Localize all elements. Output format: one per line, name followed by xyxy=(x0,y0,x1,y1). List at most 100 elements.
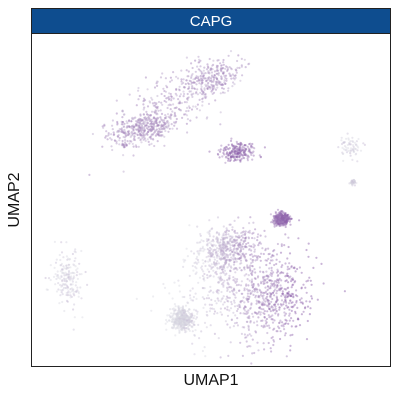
cell-point xyxy=(274,221,277,225)
cell-point xyxy=(172,97,175,100)
cell-point xyxy=(187,96,190,99)
cell-point xyxy=(139,114,142,117)
cell-point xyxy=(207,102,211,105)
cell-point xyxy=(205,95,208,98)
cell-point xyxy=(185,320,188,323)
cell-point xyxy=(267,303,270,306)
cell-point xyxy=(228,147,231,150)
cell-point xyxy=(130,131,133,134)
cell-point xyxy=(231,73,234,76)
cell-point xyxy=(251,146,254,149)
cell-point xyxy=(254,287,257,290)
cell-point xyxy=(72,275,75,278)
cell-point xyxy=(279,219,282,222)
cell-point xyxy=(197,77,200,80)
cell-point xyxy=(283,244,286,247)
cell-point xyxy=(188,321,191,324)
cell-point xyxy=(228,151,232,154)
cell-point xyxy=(289,344,292,347)
cell-point xyxy=(290,292,294,295)
cell-point xyxy=(111,119,114,122)
cell-point xyxy=(219,150,222,153)
cell-point xyxy=(74,251,77,254)
cell-point xyxy=(216,152,219,156)
cell-point xyxy=(268,307,271,310)
cell-point xyxy=(172,103,175,106)
cell-point xyxy=(181,306,184,309)
cell-point xyxy=(183,313,186,316)
cell-point xyxy=(213,70,216,73)
cell-point xyxy=(269,347,272,350)
cell-point xyxy=(241,253,244,256)
cell-point xyxy=(225,146,228,149)
cell-point xyxy=(212,275,215,278)
cell-point xyxy=(211,227,214,230)
cell-point xyxy=(277,212,280,215)
cell-point xyxy=(65,255,68,258)
cell-point xyxy=(224,74,228,77)
cell-point xyxy=(152,104,155,107)
cluster-left-bottom-small xyxy=(44,240,89,331)
cell-point xyxy=(223,255,227,258)
cell-point xyxy=(278,214,281,217)
cell-point xyxy=(233,260,236,264)
cell-point xyxy=(203,276,206,279)
cell-point xyxy=(290,305,293,308)
cell-point xyxy=(188,319,191,322)
cell-point xyxy=(230,300,233,304)
cell-point xyxy=(191,95,194,98)
cell-point xyxy=(264,322,268,325)
cell-point xyxy=(80,297,83,300)
cell-point xyxy=(220,257,223,260)
cell-point xyxy=(229,240,232,243)
cell-point xyxy=(138,126,141,129)
cell-point xyxy=(253,277,256,280)
cell-point xyxy=(219,123,222,126)
cell-point xyxy=(245,312,248,315)
cell-point xyxy=(102,126,105,129)
cell-point xyxy=(289,218,292,221)
cell-point xyxy=(275,271,279,274)
cell-point xyxy=(225,272,228,275)
cell-point xyxy=(352,181,355,184)
cell-point xyxy=(248,315,251,318)
cell-point xyxy=(247,289,250,292)
cell-point xyxy=(286,257,289,260)
cell-point xyxy=(172,321,175,324)
cell-point xyxy=(257,294,260,297)
cell-point xyxy=(210,266,213,269)
cell-point xyxy=(230,143,234,147)
cell-point xyxy=(216,238,219,242)
cell-point xyxy=(176,311,179,314)
cell-point xyxy=(247,324,250,327)
cell-point xyxy=(157,132,160,135)
cell-point xyxy=(281,219,284,222)
cell-point xyxy=(67,269,71,273)
cell-point xyxy=(212,78,215,81)
cell-point xyxy=(236,244,239,247)
cell-point xyxy=(147,116,150,119)
cell-point xyxy=(182,95,185,98)
cell-point xyxy=(212,91,216,94)
cell-point xyxy=(281,214,284,217)
cell-point xyxy=(67,293,70,297)
cell-point xyxy=(182,258,185,261)
cell-point xyxy=(67,263,70,266)
cell-point xyxy=(350,180,353,183)
cell-point xyxy=(211,307,214,310)
cell-point xyxy=(234,159,237,162)
cell-point xyxy=(188,318,191,321)
cell-point xyxy=(231,226,234,229)
cell-point xyxy=(308,313,311,316)
cell-point xyxy=(123,113,126,116)
cell-point xyxy=(122,125,125,128)
cell-point xyxy=(156,133,159,136)
cell-point xyxy=(259,293,262,297)
cell-point xyxy=(209,274,212,277)
cell-point xyxy=(143,137,147,140)
cell-point xyxy=(228,309,231,312)
cell-point xyxy=(352,180,355,183)
cell-point xyxy=(167,319,171,322)
cell-point xyxy=(187,316,191,319)
cell-point xyxy=(195,262,199,265)
